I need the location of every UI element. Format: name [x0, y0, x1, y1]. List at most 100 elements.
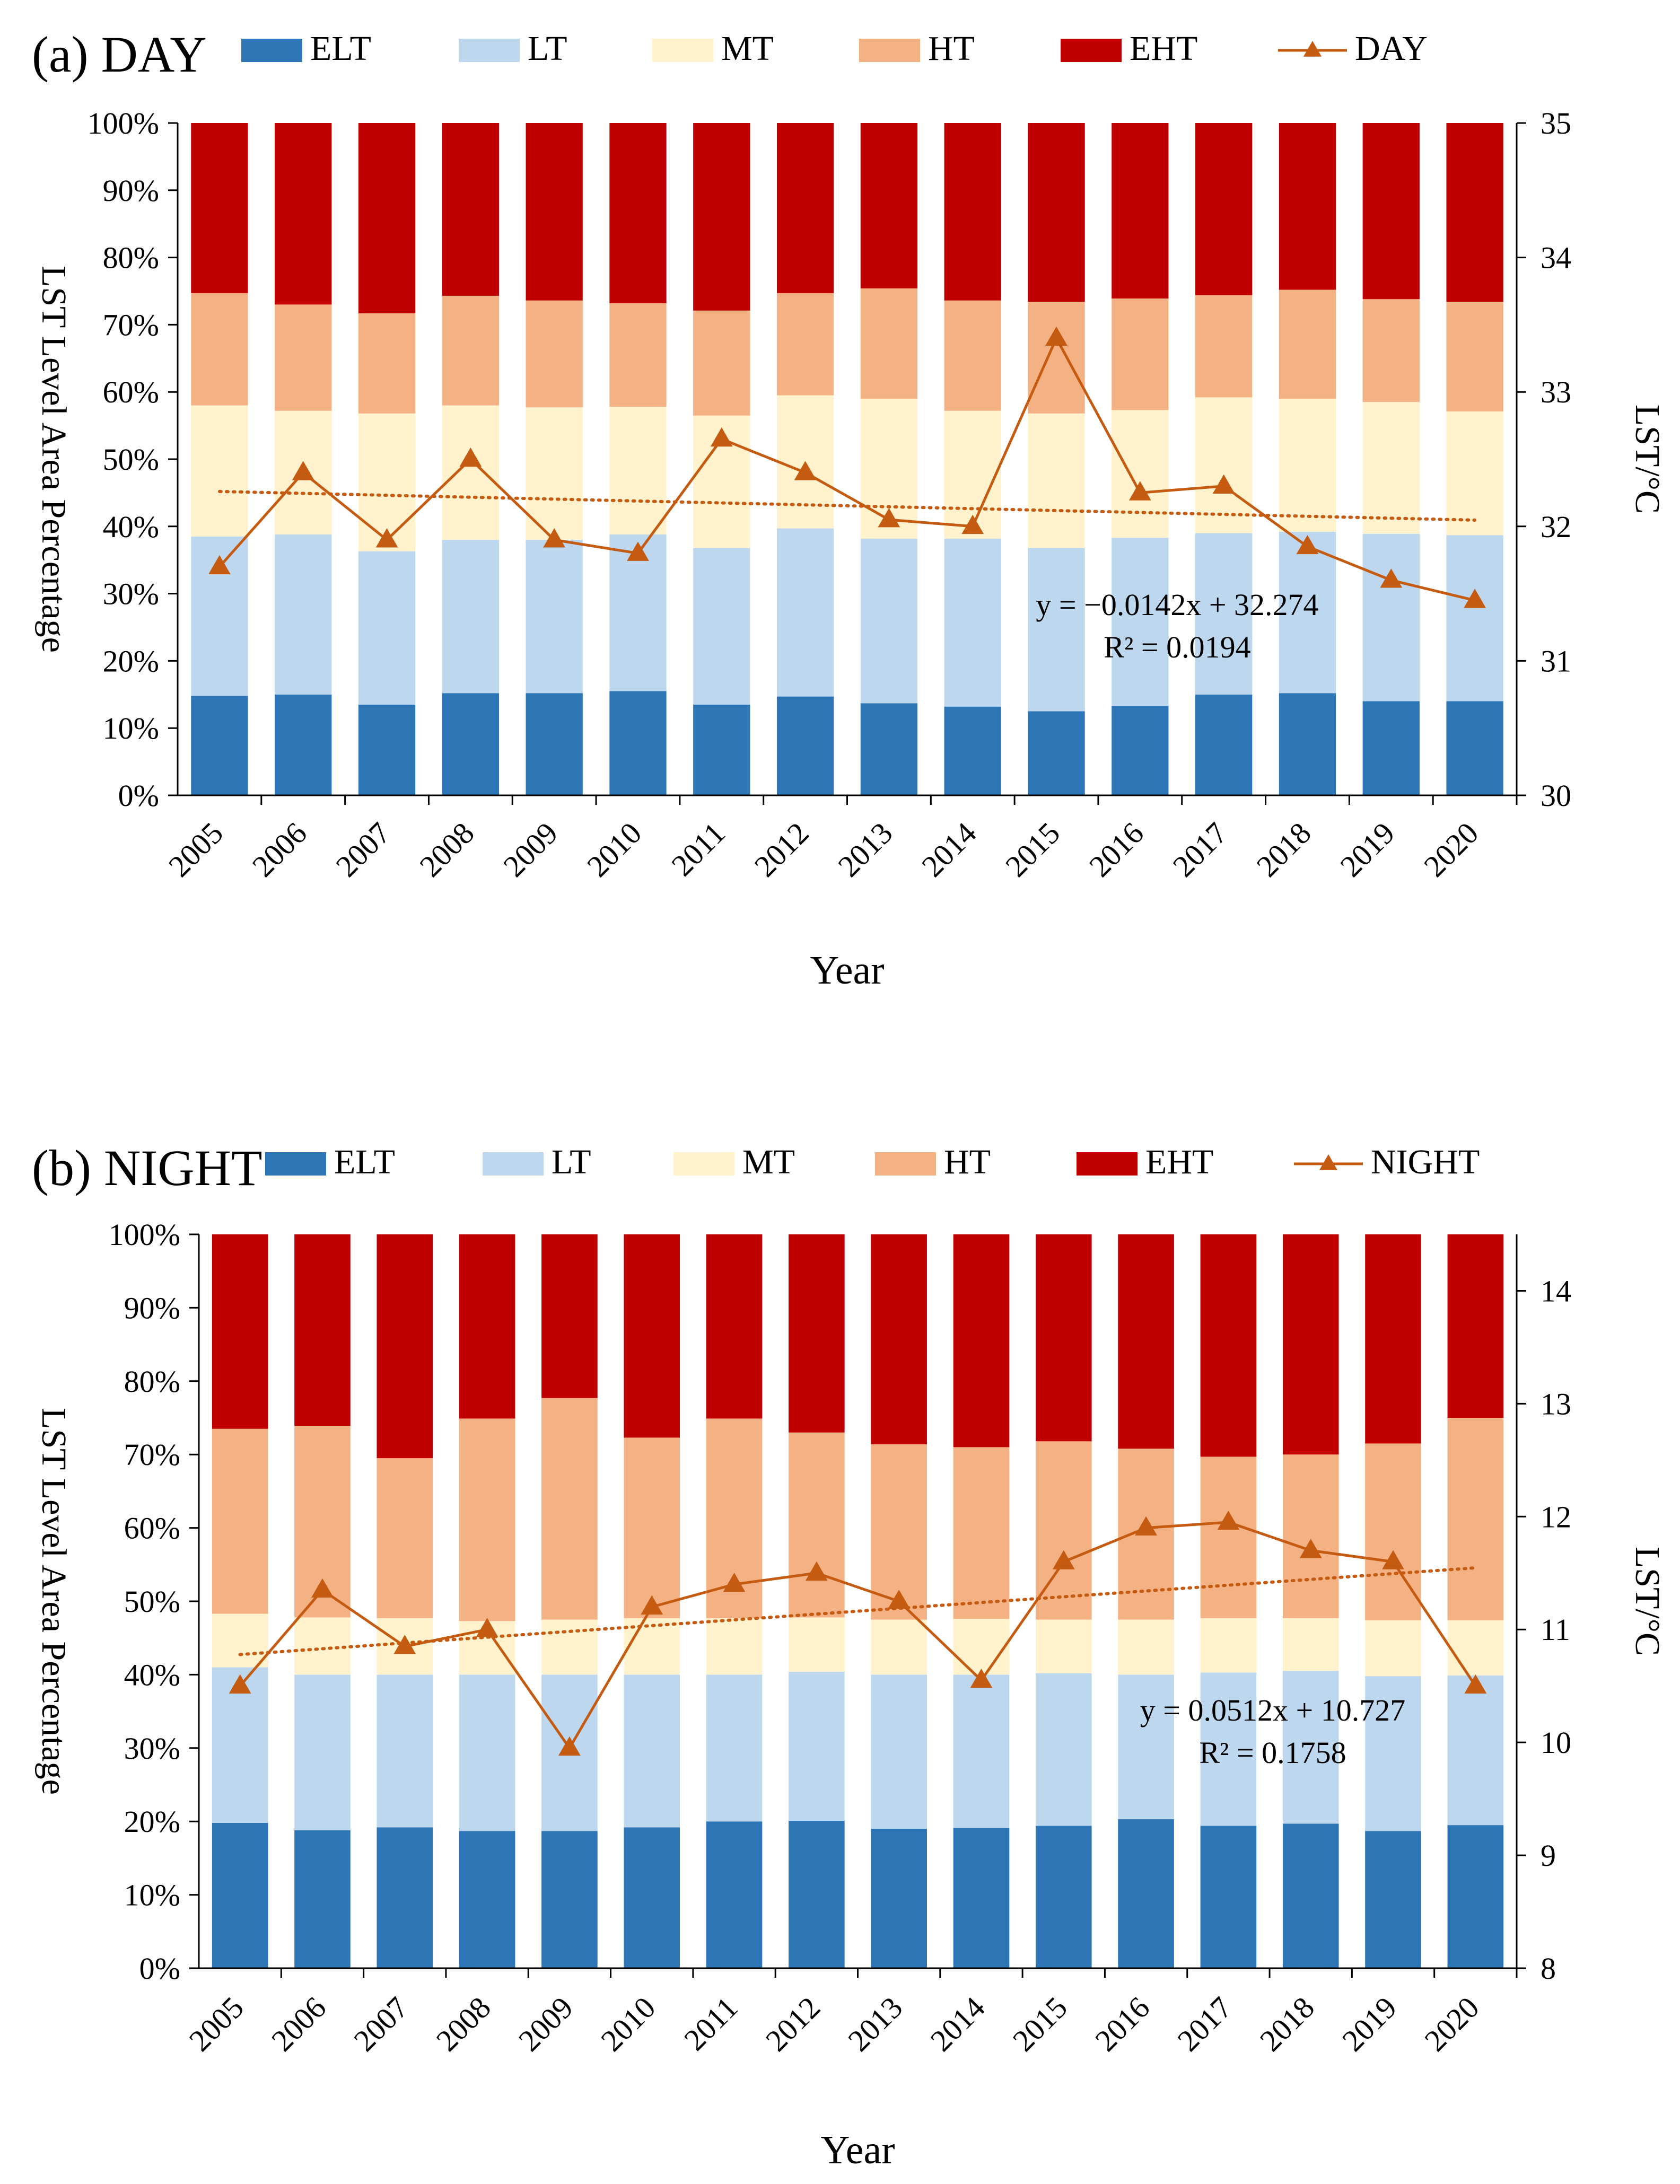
bar-eht-2008 — [459, 1234, 515, 1419]
legend-swatch-mt — [673, 1152, 734, 1176]
bar-eht-2008 — [442, 123, 499, 296]
bar-ht-2007 — [377, 1458, 433, 1618]
bar-ht-2005 — [191, 293, 248, 406]
legend-label-elt: ELT — [310, 29, 371, 68]
y-axis-label-night: LST Level Area Percentage — [34, 1408, 73, 1795]
bar-elt-2011 — [706, 1821, 763, 1968]
x-tick-label-2016: 2016 — [1088, 1990, 1156, 2058]
bar-elt-2017 — [1200, 1826, 1257, 1968]
bar-eht-2020 — [1446, 123, 1503, 302]
bar-eht-2015 — [1028, 123, 1085, 302]
bar-eht-2012 — [776, 123, 834, 293]
bar-lt-2018 — [1279, 531, 1336, 694]
bar-elt-2014 — [953, 1828, 1010, 1968]
bar-lt-2016 — [1112, 538, 1169, 706]
bar-ht-2006 — [275, 304, 332, 411]
bar-lt-2008 — [442, 540, 499, 694]
legend-swatch-lt — [459, 39, 520, 62]
line-point-2009 — [558, 1736, 581, 1756]
x-tick-label-2008: 2008 — [430, 1990, 497, 2058]
y-tick-label: 0% — [118, 778, 159, 813]
legend-swatch-elt — [265, 1152, 326, 1176]
line-point-2011 — [723, 1573, 746, 1592]
x-tick-label-2011: 2011 — [665, 815, 732, 882]
line-point-2017 — [1217, 1510, 1240, 1530]
legend-label-lt: LT — [528, 29, 567, 68]
line-point-2011 — [710, 427, 733, 447]
y-tick-label: 20% — [103, 644, 159, 678]
x-tick-label-2005: 2005 — [182, 1990, 250, 2058]
y-tick-label: 60% — [124, 1511, 180, 1546]
bar-lt-2019 — [1362, 533, 1420, 701]
bar-mt-2008 — [442, 405, 499, 540]
x-tick-label-2014: 2014 — [915, 815, 983, 883]
bars-day — [191, 123, 1503, 795]
y-tick-label: 10% — [103, 711, 159, 745]
legend-swatch-elt — [241, 39, 302, 62]
x-tick-label-2020: 2020 — [1417, 815, 1485, 883]
x-tick-label-2017: 2017 — [1171, 1990, 1239, 2058]
bar-lt-2006 — [275, 534, 332, 695]
legend-label-line: NIGHT — [1371, 1143, 1480, 1181]
bar-elt-2018 — [1279, 693, 1336, 795]
bar-lt-2013 — [871, 1674, 927, 1829]
bar-elt-2009 — [541, 1831, 598, 1968]
bar-ht-2012 — [789, 1432, 845, 1618]
line-point-2012 — [794, 461, 817, 480]
x-tick-label-2013: 2013 — [832, 815, 899, 883]
y-tick-label: 100% — [109, 1217, 180, 1252]
bar-ht-2007 — [358, 313, 416, 414]
bar-lt-2013 — [860, 538, 918, 704]
legend-line-marker — [1303, 41, 1322, 57]
x-tick-label-2007: 2007 — [329, 815, 397, 883]
bar-eht-2011 — [693, 123, 750, 311]
bar-eht-2018 — [1282, 1234, 1339, 1455]
bar-eht-2020 — [1447, 1234, 1504, 1418]
bar-elt-2017 — [1195, 694, 1253, 795]
bar-ht-2011 — [693, 310, 750, 416]
bar-eht-2007 — [377, 1234, 433, 1459]
bar-ht-2009 — [541, 1398, 598, 1620]
bar-ht-2019 — [1362, 299, 1420, 402]
legend-label-eht: EHT — [1145, 1143, 1213, 1181]
y-tick-label: 40% — [103, 510, 159, 544]
bar-lt-2009 — [526, 540, 583, 694]
bar-mt-2012 — [789, 1617, 845, 1672]
x-tick-label-2019: 2019 — [1333, 815, 1401, 883]
y2-tick-label: 10 — [1541, 1725, 1571, 1760]
line-point-2005 — [229, 1674, 251, 1694]
bar-mt-2005 — [212, 1613, 268, 1668]
legend-swatch-mt — [652, 39, 713, 62]
y2-tick-label: 30 — [1541, 778, 1571, 813]
bar-mt-2016 — [1112, 410, 1169, 538]
legend-label-elt: ELT — [334, 1143, 395, 1181]
x-tick-label-2020: 2020 — [1418, 1990, 1486, 2058]
bar-lt-2007 — [358, 551, 416, 705]
bar-ht-2008 — [459, 1418, 515, 1621]
legend-day: ELT LT MT HT EHT DAY — [241, 29, 1428, 68]
y-tick-label: 0% — [139, 1951, 180, 1986]
bar-ht-2010 — [624, 1437, 680, 1618]
bar-elt-2013 — [871, 1829, 927, 1968]
legend-swatch-eht — [1077, 1152, 1138, 1176]
y-tick-label: 100% — [88, 106, 159, 141]
legend-swatch-eht — [1061, 39, 1122, 62]
x-tick-label-2016: 2016 — [1082, 815, 1150, 883]
bar-lt-2018 — [1282, 1671, 1339, 1824]
line-series-path — [218, 335, 1475, 602]
bar-ht-2014 — [953, 1447, 1010, 1619]
x-tick-label-2010: 2010 — [594, 1990, 662, 2058]
line-point-2013 — [878, 508, 900, 528]
trend-r2-night: R² = 0.1758 — [1199, 1735, 1346, 1770]
bar-mt-2019 — [1365, 1620, 1421, 1677]
line-point-2019 — [1380, 568, 1403, 588]
legend-swatch-ht — [875, 1152, 936, 1176]
y-tick-label: 50% — [103, 442, 159, 477]
bar-mt-2011 — [706, 1618, 763, 1675]
bar-eht-2012 — [789, 1234, 845, 1433]
bar-mt-2009 — [526, 407, 583, 540]
x-tick-label-2005: 2005 — [162, 815, 230, 883]
y2-tick-label: 31 — [1541, 644, 1571, 678]
x-tick-label-2006: 2006 — [246, 815, 313, 883]
